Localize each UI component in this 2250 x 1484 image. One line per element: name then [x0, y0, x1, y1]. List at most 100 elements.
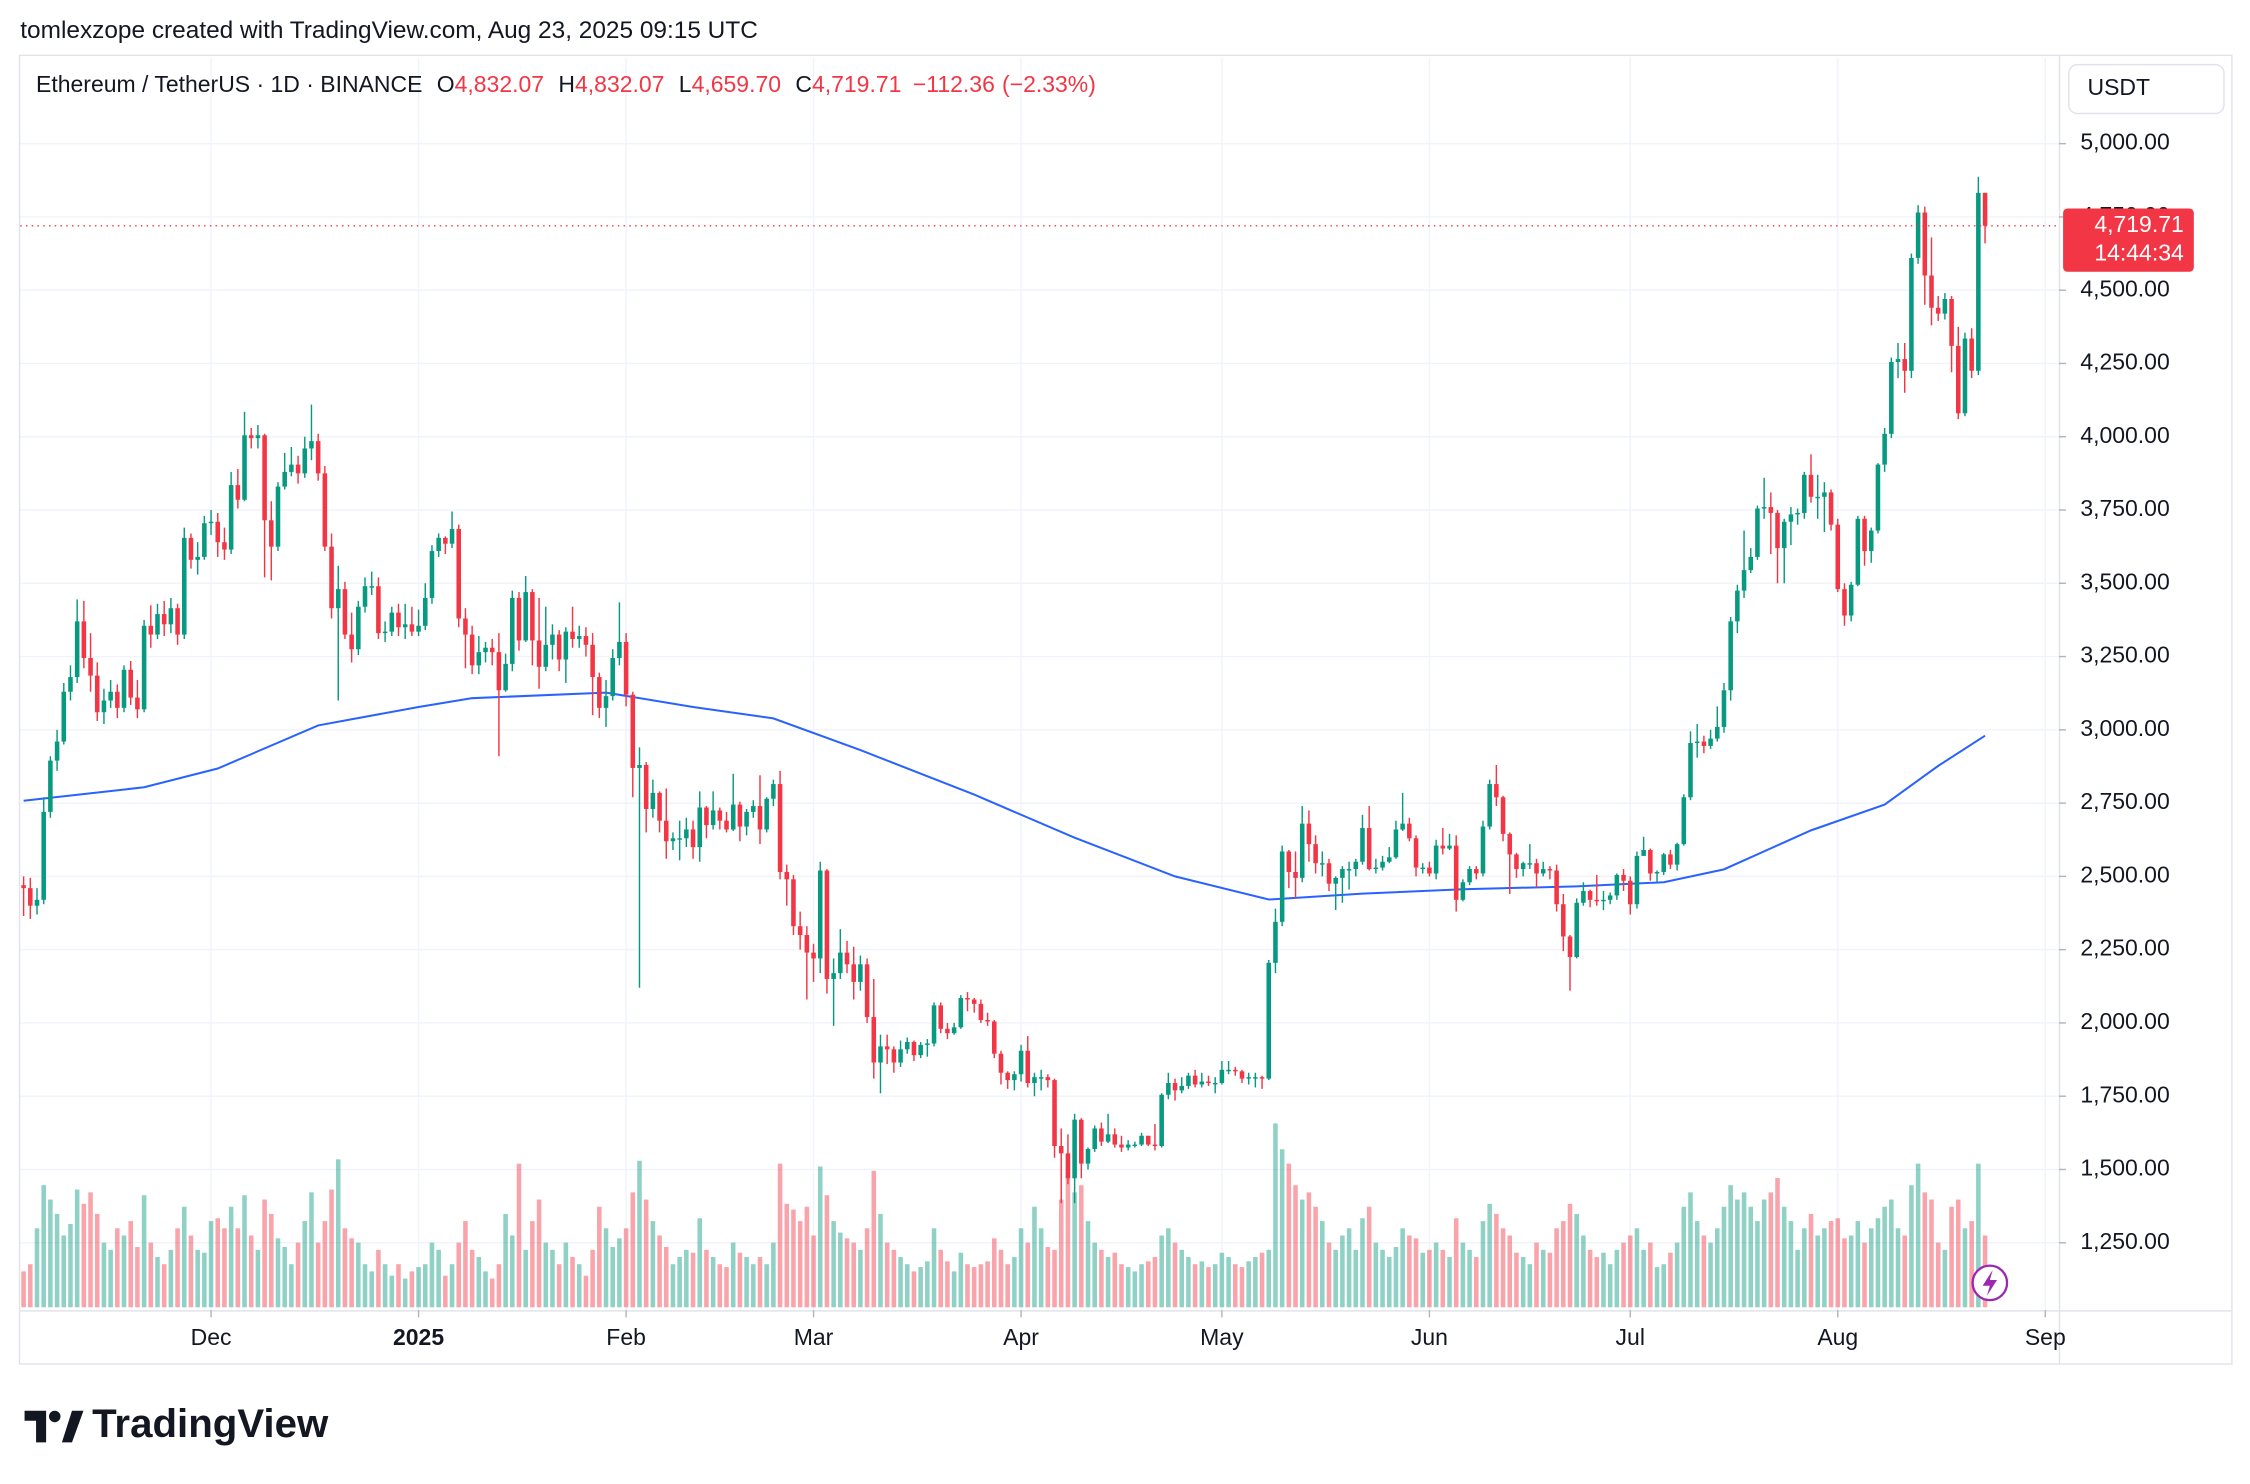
- candle-body: [1186, 1075, 1191, 1086]
- y-tick-label: 2,250.00: [2080, 935, 2169, 961]
- candle-body: [1561, 904, 1566, 937]
- currency[interactable]: USDT: [2088, 74, 2151, 100]
- volume-bar: [61, 1235, 67, 1308]
- volume-bar: [1159, 1235, 1164, 1308]
- candle-body: [657, 792, 662, 821]
- volume-bar: [1922, 1192, 1928, 1308]
- candle-body: [844, 952, 850, 965]
- candle-body: [1795, 512, 1800, 515]
- candle-body: [342, 589, 348, 635]
- volume-bar: [1661, 1264, 1666, 1308]
- volume-bar: [1748, 1206, 1754, 1308]
- y-tick-label: 5,000.00: [2080, 129, 2169, 155]
- candle-body: [1012, 1074, 1017, 1081]
- candle-body: [1460, 882, 1466, 900]
- candle-body: [21, 885, 26, 889]
- candle-body: [242, 435, 247, 500]
- candle-body: [1145, 1135, 1151, 1145]
- candle-body: [1889, 361, 1894, 434]
- volume-bar: [1340, 1235, 1345, 1308]
- volume-bar: [436, 1249, 441, 1308]
- y-tick-label: 3,750.00: [2080, 495, 2169, 521]
- candle-body: [817, 870, 823, 959]
- candle-body: [269, 520, 274, 547]
- volume-bar: [1299, 1199, 1305, 1308]
- candle-body: [1581, 891, 1586, 903]
- candle-body: [556, 634, 562, 660]
- candle-body: [1058, 1146, 1064, 1154]
- candle-body: [978, 1003, 984, 1021]
- currency-box[interactable]: [2068, 63, 2225, 115]
- volume-bar: [1634, 1228, 1640, 1308]
- y-tick-label: 2,000.00: [2080, 1008, 2169, 1034]
- candle-body: [951, 1027, 957, 1034]
- volume-bar: [1889, 1199, 1894, 1308]
- volume-bar: [282, 1246, 287, 1308]
- volume-bar: [349, 1238, 354, 1308]
- volume-bar: [429, 1242, 435, 1308]
- volume-bar: [858, 1249, 863, 1308]
- volume-bar: [1119, 1264, 1124, 1308]
- candle-body: [650, 792, 656, 809]
- volume-bar: [489, 1278, 495, 1308]
- volume-bar: [1627, 1235, 1633, 1308]
- logo-text: TradingView: [92, 1401, 329, 1446]
- candles: [21, 176, 1988, 1204]
- readout-key: H: [558, 71, 575, 97]
- candle-body: [101, 700, 107, 713]
- candle-body: [945, 1028, 950, 1034]
- candle-body: [864, 964, 870, 1018]
- candle-body: [677, 838, 682, 840]
- y-tick-label: 1,750.00: [2080, 1081, 2169, 1107]
- volume-bar: [965, 1264, 970, 1308]
- volume-bar: [1802, 1228, 1807, 1308]
- volume-bar: [469, 1249, 475, 1308]
- volume-bar: [88, 1192, 93, 1308]
- candle-body: [838, 952, 843, 974]
- candle-body: [41, 811, 46, 900]
- x-tick-label: 2025: [393, 1324, 444, 1350]
- candle-body: [1701, 741, 1707, 746]
- volume-bar: [315, 1242, 321, 1308]
- volume-bar: [1407, 1235, 1412, 1308]
- candle-body: [1848, 584, 1854, 616]
- candle-body: [48, 760, 53, 812]
- x-tick-label: Feb: [606, 1324, 646, 1350]
- volume-bar: [1480, 1221, 1486, 1308]
- candle-body: [1641, 850, 1646, 856]
- candle-body: [275, 486, 281, 547]
- volume-bar: [1233, 1264, 1238, 1308]
- volume-bar: [1607, 1264, 1613, 1308]
- candle-body: [503, 663, 508, 691]
- candle-body: [1935, 307, 1941, 314]
- candle-body: [1969, 338, 1974, 371]
- volume-bar: [704, 1249, 709, 1308]
- volume-bar: [1206, 1267, 1211, 1308]
- x-tick-label: Mar: [794, 1324, 834, 1350]
- candle-body: [878, 1046, 883, 1063]
- volume-bar: [1775, 1178, 1780, 1308]
- volume-bar: [188, 1235, 194, 1308]
- volume-bar: [530, 1221, 535, 1308]
- candle-body: [516, 597, 522, 641]
- volume-bar: [697, 1218, 703, 1308]
- candle-body: [1949, 298, 1954, 346]
- candle-body: [315, 441, 321, 474]
- volume-bar: [48, 1199, 53, 1308]
- volume-bar: [1253, 1257, 1258, 1308]
- volume-bar: [1768, 1192, 1774, 1308]
- volume-bar: [1219, 1252, 1225, 1308]
- volume-bar: [1145, 1261, 1151, 1308]
- candle-body: [1955, 345, 1961, 414]
- x-tick-label: Jul: [1616, 1324, 1645, 1350]
- volume-bar: [1534, 1242, 1539, 1308]
- candle-body: [858, 964, 863, 982]
- volume-bar: [1875, 1218, 1881, 1308]
- volume-bar: [1400, 1228, 1405, 1308]
- candle-body: [791, 879, 796, 927]
- candle-body: [1842, 589, 1847, 616]
- volume-bar: [1306, 1192, 1312, 1308]
- candle-body: [1447, 845, 1452, 849]
- volume-bar: [791, 1209, 796, 1308]
- volume-bar: [476, 1257, 482, 1308]
